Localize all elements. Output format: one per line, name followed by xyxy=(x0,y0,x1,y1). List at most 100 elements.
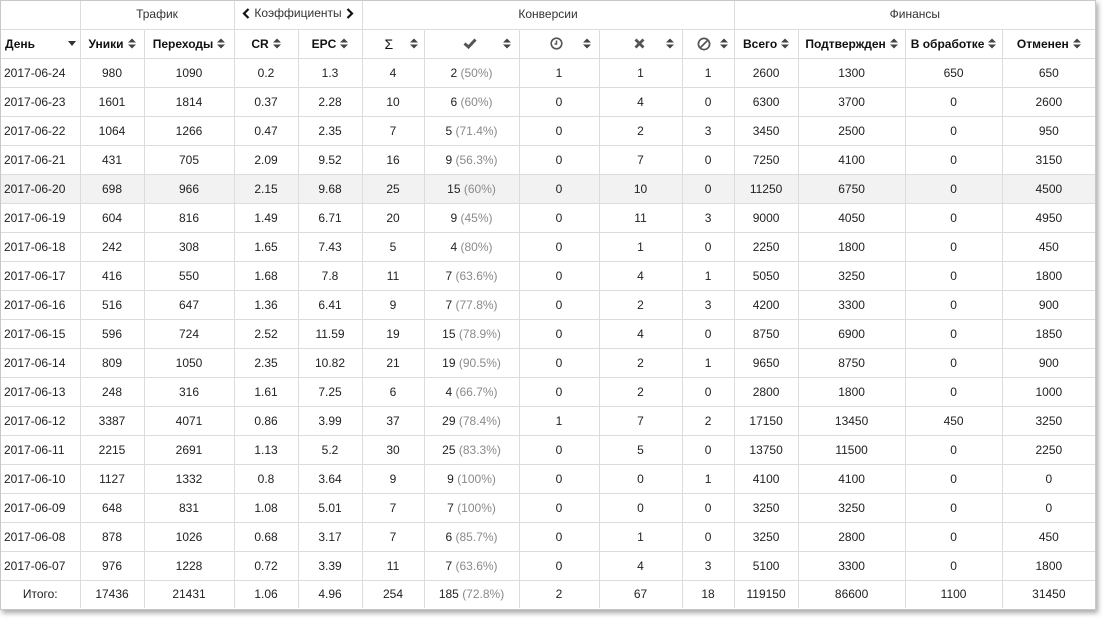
col-fin-total[interactable]: Всего xyxy=(734,29,799,59)
table-row[interactable]: 2017-06-18 242 308 1.65 7.43 5 4 (80%) 0 1 0 2250 1… xyxy=(1,232,1096,262)
stats-table: Трафик Коэффициенты Конверсии Финансы Де… xyxy=(1,1,1096,608)
cell-conv-canceled: 1 xyxy=(682,464,735,494)
cell-cr: 0.72 xyxy=(234,551,299,581)
cell-conv-rejected: 4 xyxy=(599,261,683,291)
cell-conv-sum: 11 xyxy=(362,261,425,291)
cell-day: 2017-06-22 xyxy=(1,116,81,146)
cell-conv-canceled: 0 xyxy=(682,319,735,349)
col-day[interactable]: День xyxy=(1,29,81,59)
cell-uniques: 878 xyxy=(80,522,145,552)
cell-cr: 1.65 xyxy=(234,232,299,262)
cell-epc: 9.68 xyxy=(298,174,363,204)
conv-confirmed-pct: (90.5%) xyxy=(458,355,501,370)
cell-conv-pending: 0 xyxy=(519,203,600,233)
cell-clicks: 1814 xyxy=(144,87,235,117)
table-row[interactable]: 2017-06-11 2215 2691 1.13 5.2 30 25 (83.3%) 0 5 0… xyxy=(1,435,1096,465)
col-fin-canceled[interactable]: Отменен xyxy=(1002,29,1096,59)
table-row[interactable]: 2017-06-22 1064 1266 0.47 2.35 7 5 (71.4%) 0 2 3 3… xyxy=(1,116,1096,146)
cell-conv-confirmed: 15 (60%) xyxy=(424,174,520,204)
cell-cr: 1.36 xyxy=(234,290,299,320)
cell-fin-confirmed: 3700 xyxy=(798,87,906,117)
conv-confirmed-count: 6 xyxy=(445,529,453,544)
col-conv-pending[interactable] xyxy=(519,29,600,59)
cell-fin-confirmed: 11500 xyxy=(798,435,906,465)
table-row[interactable]: 2017-06-16 516 647 1.36 6.41 9 7 (77.8%) 0 2 3 420… xyxy=(1,290,1096,320)
cell-fin-pending: 0 xyxy=(905,232,1003,262)
table-row[interactable]: 2017-06-20 698 966 2.15 9.68 25 15 (60%) 0 10 0 11… xyxy=(1,174,1096,204)
cell-conv-confirmed: 15 (78.9%) xyxy=(424,319,520,349)
cell-fin-total: 11250 xyxy=(734,174,799,204)
cell-conv-canceled: 0 xyxy=(682,522,735,552)
col-conv-rejected[interactable] xyxy=(599,29,683,59)
table-row[interactable]: 2017-06-14 809 1050 2.35 10.82 21 19 (90.5%) 0 2… xyxy=(1,348,1096,378)
conv-confirmed-count: 4 xyxy=(450,239,458,254)
total-conv-canceled: 18 xyxy=(682,580,735,608)
cell-uniques: 698 xyxy=(80,174,145,204)
table-row[interactable]: 2017-06-19 604 816 1.49 6.71 20 9 (45%) 0 11 3 900… xyxy=(1,203,1096,233)
cell-uniques: 1127 xyxy=(80,464,145,494)
col-conv-canceled[interactable] xyxy=(682,29,735,59)
cell-fin-pending: 0 xyxy=(905,348,1003,378)
cell-fin-total: 7250 xyxy=(734,145,799,175)
table-row[interactable]: 2017-06-08 878 1026 0.68 3.17 7 6 (85.7%) 0 1 0 32… xyxy=(1,522,1096,552)
cell-fin-confirmed: 6750 xyxy=(798,174,906,204)
conv-confirmed-pct: (60%) xyxy=(460,94,493,109)
table-row[interactable]: 2017-06-09 648 831 1.08 5.01 7 7 (100%) 0 0 0 3250… xyxy=(1,493,1096,523)
table-row[interactable]: 2017-06-24 980 1090 0.2 1.3 4 2 (50%) 1 1 1 2600 13… xyxy=(1,58,1096,88)
cell-fin-total: 2600 xyxy=(734,58,799,88)
table-row[interactable]: 2017-06-13 248 316 1.61 7.25 6 4 (66.7%) 0 2 0 280… xyxy=(1,377,1096,407)
col-conv-sum[interactable]: Σ xyxy=(362,29,425,59)
cell-conv-canceled: 0 xyxy=(682,377,735,407)
conv-confirmed-count: 6 xyxy=(450,94,458,109)
cell-fin-total: 17150 xyxy=(734,406,799,436)
col-conv-confirmed[interactable] xyxy=(424,29,520,59)
sort-icon xyxy=(502,38,511,49)
cell-fin-total: 3250 xyxy=(734,493,799,523)
chevron-left-icon[interactable] xyxy=(242,7,250,19)
cell-conv-canceled: 3 xyxy=(682,551,735,581)
table-row[interactable]: 2017-06-15 596 724 2.52 11.59 19 15 (78.9%) 0 4 0… xyxy=(1,319,1096,349)
col-clicks-label: Переходы xyxy=(152,36,214,51)
total-conv-rejected: 67 xyxy=(599,580,683,608)
col-clicks[interactable]: Переходы xyxy=(144,29,235,59)
cell-conv-canceled: 0 xyxy=(682,145,735,175)
table-row[interactable]: 2017-06-12 3387 4071 0.86 3.99 37 29 (78.4%) 1 7… xyxy=(1,406,1096,436)
cell-conv-sum: 21 xyxy=(362,348,425,378)
cell-fin-pending: 0 xyxy=(905,319,1003,349)
cell-clicks: 1026 xyxy=(144,522,235,552)
conv-confirmed-count: 15 xyxy=(447,181,461,196)
cell-clicks: 316 xyxy=(144,377,235,407)
cell-day: 2017-06-21 xyxy=(1,145,81,175)
col-uniques[interactable]: Уники xyxy=(80,29,145,59)
conv-confirmed-count: 9 xyxy=(447,471,454,486)
table-row[interactable]: 2017-06-07 976 1228 0.72 3.39 11 7 (63.6%) 0 4 3 5… xyxy=(1,551,1096,581)
total-fin-canceled: 31450 xyxy=(1032,587,1066,602)
cell-fin-total: 9000 xyxy=(734,203,799,233)
cell-uniques: 980 xyxy=(80,58,145,88)
total-conv-pending: 2 xyxy=(519,580,600,608)
cell-fin-canceled: 450 xyxy=(1002,522,1096,552)
cell-uniques: 3387 xyxy=(80,406,145,436)
sort-icon xyxy=(889,38,898,49)
cell-cr: 1.49 xyxy=(234,203,299,233)
cell-cr: 1.13 xyxy=(234,435,299,465)
col-cr[interactable]: CR xyxy=(234,29,299,59)
totals-row: Итого: 17436 21431 1.06 4.96 254 185 (72… xyxy=(1,580,1095,608)
cell-fin-pending: 0 xyxy=(905,145,1003,175)
cell-fin-canceled: 3150 xyxy=(1002,145,1096,175)
cell-conv-confirmed: 5 (71.4%) xyxy=(424,116,520,146)
col-epc[interactable]: EPC xyxy=(298,29,363,59)
table-row[interactable]: 2017-06-21 431 705 2.09 9.52 16 9 (56.3%) 0 7 0 72… xyxy=(1,145,1096,175)
clock-icon xyxy=(549,37,563,50)
cell-day: 2017-06-10 xyxy=(1,464,81,494)
col-fin-total-label: Всего xyxy=(742,36,778,51)
col-fin-pending[interactable]: В обработке xyxy=(905,29,1003,59)
table-row[interactable]: 2017-06-17 416 550 1.68 7.8 11 7 (63.6%) 0 4 1 505… xyxy=(1,261,1096,291)
table-row[interactable]: 2017-06-10 1127 1332 0.8 3.64 9 9 (100%) 0 0 1 410… xyxy=(1,464,1096,494)
col-fin-confirmed[interactable]: Подтвержден xyxy=(798,29,906,59)
table-row[interactable]: 2017-06-23 1601 1814 0.37 2.28 10 6 (60%) 0 4 0 63… xyxy=(1,87,1096,117)
cell-conv-rejected: 1 xyxy=(599,232,683,262)
cell-fin-canceled: 450 xyxy=(1002,232,1096,262)
chevron-right-icon[interactable] xyxy=(346,7,354,19)
cell-conv-pending: 0 xyxy=(519,377,600,407)
